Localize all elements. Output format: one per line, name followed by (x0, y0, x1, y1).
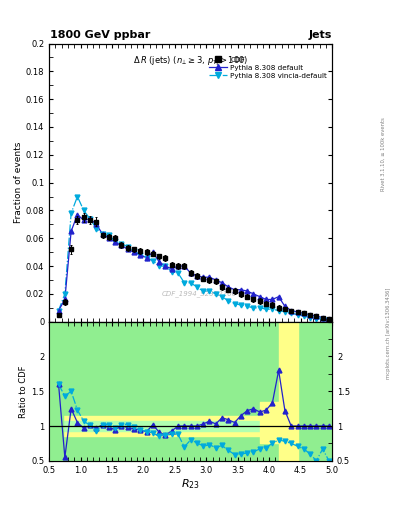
Y-axis label: Fraction of events: Fraction of events (14, 142, 23, 223)
X-axis label: $R_{23}$: $R_{23}$ (181, 477, 200, 491)
Legend: CDF, Pythia 8.308 default, Pythia 8.308 vincia-default: CDF, Pythia 8.308 default, Pythia 8.308 … (208, 55, 329, 80)
Text: $\Delta\,R$ (jets) ($n_{\!\perp}\!\geq 3,\,p_{T_1}\!>100$): $\Delta\,R$ (jets) ($n_{\!\perp}\!\geq 3… (133, 55, 248, 68)
Text: mcplots.cern.ch [arXiv:1306.3436]: mcplots.cern.ch [arXiv:1306.3436] (386, 287, 391, 378)
Y-axis label: Ratio to CDF: Ratio to CDF (19, 365, 28, 417)
Text: Rivet 3.1.10, ≥ 100k events: Rivet 3.1.10, ≥ 100k events (381, 117, 386, 190)
Text: CDF_1994_S2952106: CDF_1994_S2952106 (162, 290, 237, 297)
Text: 1800 GeV ppbar: 1800 GeV ppbar (50, 30, 150, 40)
Text: Jets: Jets (309, 30, 332, 40)
